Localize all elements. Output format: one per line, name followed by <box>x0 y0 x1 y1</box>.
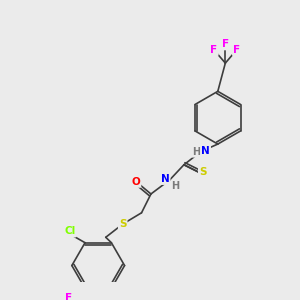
Text: N: N <box>161 174 170 184</box>
Text: O: O <box>131 177 140 187</box>
Text: H: H <box>192 147 200 157</box>
Text: H: H <box>171 182 179 191</box>
Text: S: S <box>119 219 126 229</box>
Text: N: N <box>201 146 210 156</box>
Text: F: F <box>65 293 73 300</box>
Text: S: S <box>199 167 206 177</box>
Text: Cl: Cl <box>64 226 76 236</box>
Text: F: F <box>233 45 240 55</box>
Text: F: F <box>222 39 229 49</box>
Text: F: F <box>211 45 218 55</box>
